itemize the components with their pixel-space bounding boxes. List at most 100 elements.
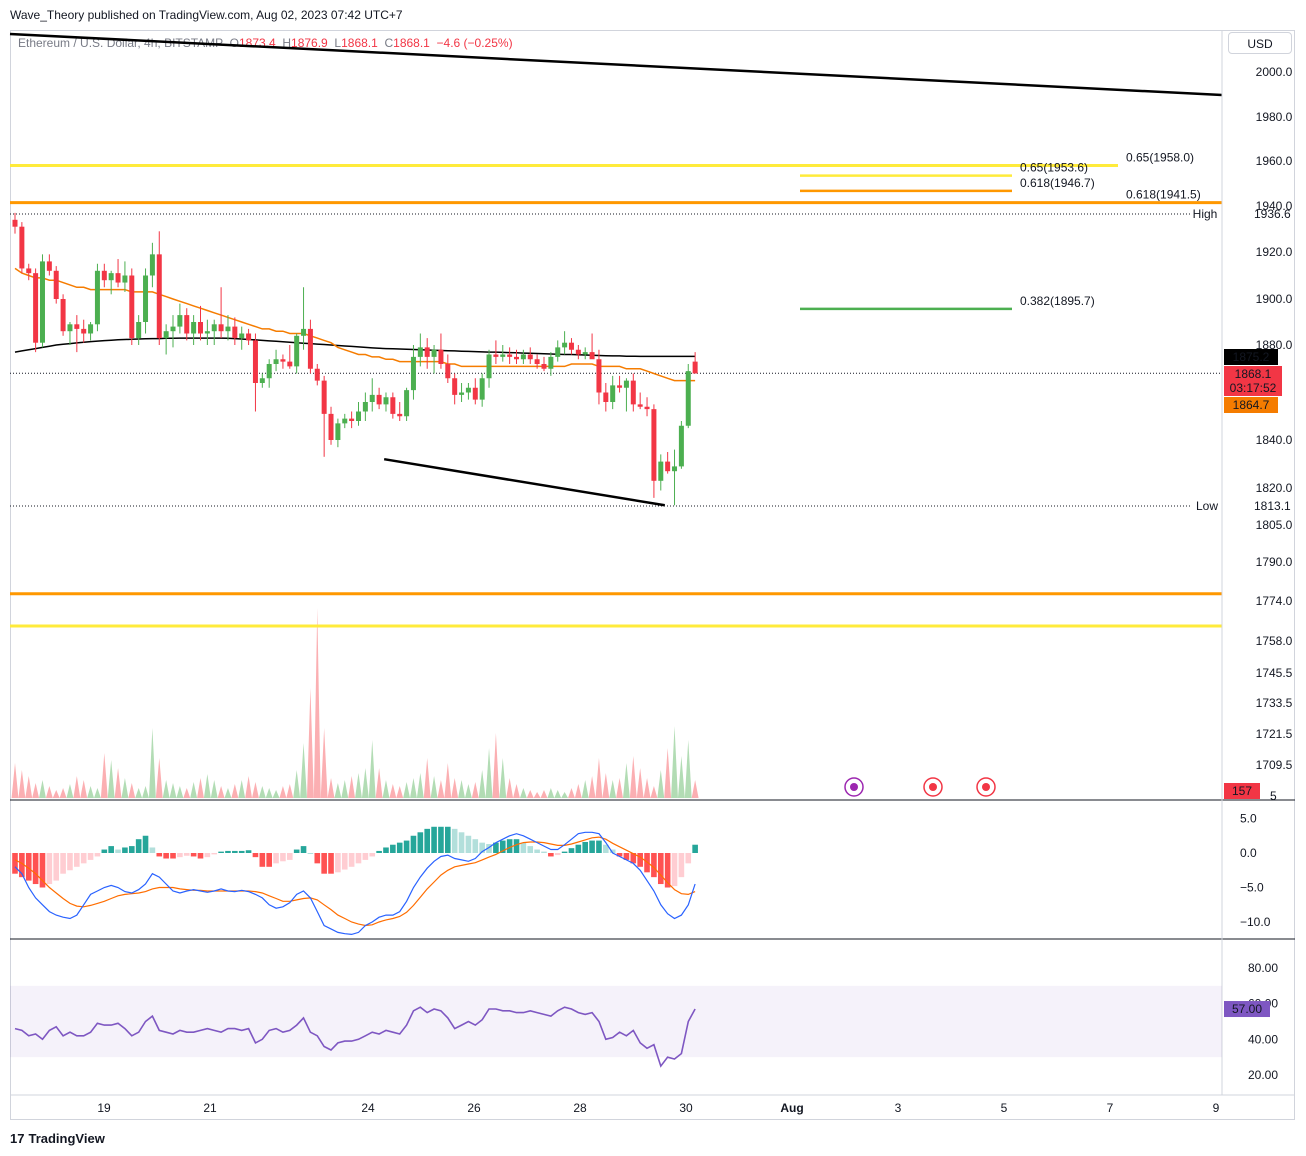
volume-bar: [341, 780, 349, 798]
macd-histogram-bar: [252, 853, 259, 858]
price-axis-tick: 1709.5: [1256, 758, 1293, 772]
macd-histogram-bar: [623, 853, 630, 860]
volume-bar: [396, 786, 404, 798]
close-value: 1868.1: [393, 36, 430, 50]
candle-body: [692, 361, 698, 374]
volume-bar: [410, 778, 417, 798]
candle-body: [630, 380, 636, 405]
volume-bar: [313, 608, 321, 798]
rsi-band: [10, 985, 1222, 1058]
macd-histogram-bar: [335, 853, 341, 873]
macd-histogram-bar: [554, 853, 561, 856]
candle-body: [486, 354, 492, 379]
volume-bar: [306, 688, 314, 798]
candle-body: [685, 371, 691, 426]
macd-histogram-bar: [424, 828, 430, 853]
volume-bar: [657, 770, 665, 798]
volume-bar: [252, 782, 259, 798]
candle-body: [637, 404, 643, 407]
candle-body: [349, 418, 355, 421]
macd-line: [14, 831, 696, 936]
candle-body: [101, 270, 107, 281]
macd-histogram-bar: [465, 835, 472, 853]
fib-0.65-minor-label: 0.65(1953.6): [1020, 161, 1088, 175]
candle-body: [575, 349, 581, 355]
price-axis-tick: 1900.0: [1256, 292, 1293, 306]
ema-orange-line: [14, 267, 696, 382]
volume-bar: [519, 788, 527, 798]
macd-histogram-bar: [321, 853, 327, 874]
macd-axis-tick: −10.0: [1240, 915, 1271, 929]
high-value: 1876.9: [291, 36, 328, 50]
volume-bar: [128, 783, 136, 798]
price-axis-tick: 1880.0: [1256, 338, 1293, 352]
candle-body: [397, 413, 403, 417]
volume-bar: [320, 728, 328, 798]
volume-bar: [197, 778, 204, 798]
candle-body: [520, 354, 526, 360]
volume-bar: [581, 780, 589, 798]
low-value: 1868.1: [341, 36, 378, 50]
volume-bar: [87, 786, 95, 798]
volume-bar: [135, 788, 143, 798]
macd-histogram-bar: [348, 853, 355, 867]
candle-body: [122, 275, 128, 283]
volume-bar: [224, 788, 232, 798]
macd-histogram-bar: [603, 844, 609, 853]
candle-body: [445, 364, 451, 379]
volume-bar: [66, 784, 74, 798]
candle-body: [568, 342, 574, 350]
candle-body: [479, 378, 485, 400]
candle-body: [67, 324, 73, 332]
candle-body: [191, 322, 197, 334]
macd-histogram-bar: [80, 853, 87, 864]
volume-bar: [451, 778, 459, 798]
candle-body: [301, 328, 307, 336]
price-axis-tick: 2000.0: [1256, 65, 1293, 79]
macd-histogram-bar: [499, 840, 506, 853]
macd-histogram-bar: [328, 853, 334, 874]
macd-histogram-bar: [108, 846, 114, 853]
close-label: C: [384, 36, 394, 50]
volume-bar: [437, 780, 445, 798]
macd-histogram-bar: [651, 853, 657, 878]
macd-histogram-bar: [396, 842, 403, 853]
us-flag-event-icon-dot: [929, 783, 937, 791]
macd-histogram-bar: [376, 850, 382, 853]
macd-histogram-bar: [149, 847, 156, 853]
volume-bar: [107, 760, 115, 798]
volume-bar: [684, 740, 692, 798]
candle-body: [589, 352, 595, 360]
price-axis-tick: 1960.0: [1256, 154, 1293, 168]
currency-button[interactable]: USD: [1228, 32, 1292, 54]
symbol-legend: Ethereum / U.S. Dollar, 4h, BITSTAMP O 18…: [18, 36, 513, 50]
high-marker-value: 1936.6: [1254, 207, 1291, 221]
candle-body: [163, 331, 169, 339]
ma-value-badge: [1224, 349, 1278, 365]
macd-histogram-bar: [493, 842, 499, 853]
macd-histogram-bar: [190, 853, 197, 857]
macd-histogram-bar: [135, 839, 142, 853]
candle-body: [115, 273, 121, 283]
volume-bar: [677, 756, 685, 798]
macd-axis-tick: 5.0: [1240, 812, 1257, 826]
macd-histogram-bar: [19, 853, 25, 878]
macd-axis-tick: −5.0: [1240, 881, 1264, 895]
volume-bar: [190, 782, 198, 798]
macd-histogram-bar: [692, 844, 698, 853]
macd-histogram-bar: [39, 853, 46, 888]
candle-body: [60, 299, 66, 332]
candle-body: [149, 254, 155, 276]
candle-body: [390, 397, 396, 414]
candle-body: [555, 347, 561, 357]
macd-histogram-bar: [417, 832, 424, 853]
price-axis-tick: 1980.0: [1256, 110, 1293, 124]
volume-bar: [355, 773, 362, 798]
macd-histogram-bar: [657, 853, 664, 885]
time-axis-tick: 24: [361, 1101, 375, 1115]
volume-badge-value: 157: [1232, 784, 1252, 798]
macd-axis-tick: 0.0: [1240, 846, 1257, 860]
time-axis-tick: 28: [573, 1101, 587, 1115]
publisher-attribution: Wave_Theory published on TradingView.com…: [10, 8, 403, 22]
